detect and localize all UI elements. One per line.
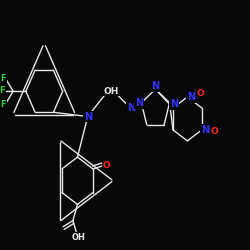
Text: O: O <box>196 89 204 98</box>
Text: F: F <box>0 100 6 108</box>
Text: N: N <box>187 92 195 102</box>
Text: N: N <box>170 99 178 109</box>
Text: N: N <box>84 112 92 122</box>
Text: N: N <box>135 98 143 108</box>
Text: OH: OH <box>103 87 118 96</box>
Text: O: O <box>102 161 110 170</box>
Text: F: F <box>0 74 6 83</box>
Text: O: O <box>211 127 218 136</box>
Text: N: N <box>151 81 160 91</box>
Text: N: N <box>127 103 135 113</box>
Text: F: F <box>0 86 5 95</box>
Text: OH: OH <box>72 233 86 242</box>
Text: N: N <box>201 125 209 135</box>
